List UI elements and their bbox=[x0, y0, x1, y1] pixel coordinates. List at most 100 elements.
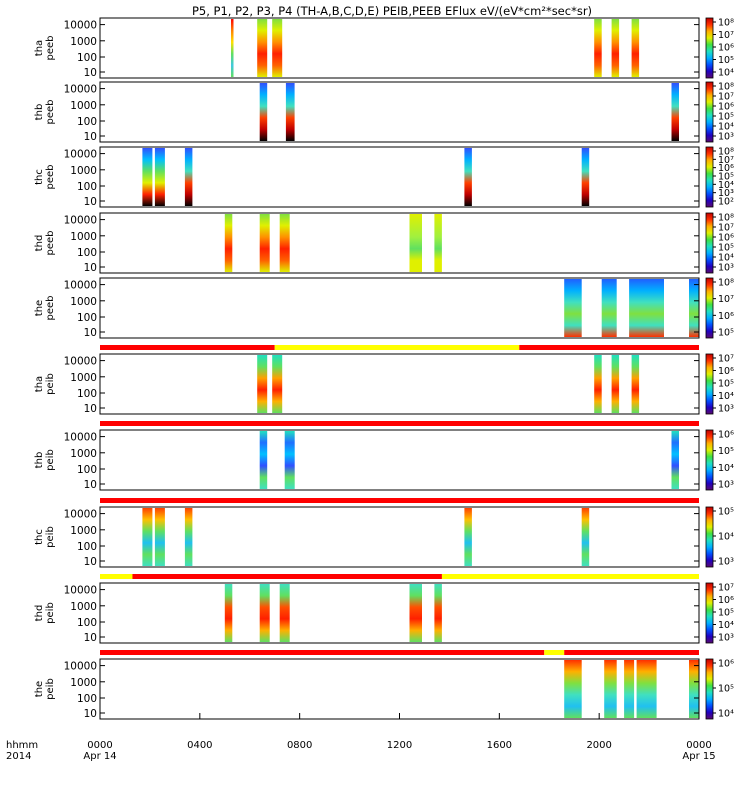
y-tick-label: 10 bbox=[84, 708, 97, 720]
spectrogram-segment bbox=[259, 584, 270, 642]
colorbar-label: 10⁴ bbox=[718, 463, 734, 474]
colorbar bbox=[705, 146, 714, 208]
colorbar-label: 10⁷ bbox=[718, 223, 734, 234]
flag-bar-segment bbox=[564, 650, 699, 655]
y-tick-label: 10 bbox=[84, 403, 97, 415]
x-tick-label: 1200 bbox=[387, 740, 412, 751]
spectrogram-segment bbox=[564, 660, 582, 718]
colorbar-label: 10⁵ bbox=[718, 684, 734, 695]
flag-bar-segment bbox=[100, 498, 699, 503]
y-axis-label: tha bbox=[34, 40, 45, 56]
spectrogram-segment bbox=[259, 83, 268, 141]
x-tick-label: 0800 bbox=[287, 740, 312, 751]
spectrogram-segment bbox=[464, 148, 472, 206]
y-tick-label: 10000 bbox=[64, 84, 97, 96]
y-axis-label: peeb bbox=[45, 296, 56, 321]
x-tick-label: 0000 bbox=[87, 740, 112, 751]
y-tick-label: 100 bbox=[77, 693, 97, 705]
y-tick-label: 100 bbox=[77, 116, 97, 128]
y-axis-label: thd bbox=[34, 235, 45, 252]
spectrogram-segment bbox=[581, 148, 590, 206]
colorbar-label: 10⁵ bbox=[718, 507, 734, 518]
colorbar-label: 10³ bbox=[718, 263, 734, 274]
y-tick-label: 100 bbox=[77, 388, 97, 400]
spectrogram-segment bbox=[671, 83, 679, 141]
spectrogram-segment bbox=[184, 508, 193, 566]
y-tick-label: 1000 bbox=[70, 165, 97, 177]
spectrogram-segment bbox=[259, 431, 268, 489]
y-tick-label: 10000 bbox=[64, 585, 97, 597]
y-tick-label: 1000 bbox=[70, 100, 97, 112]
y-tick-label: 100 bbox=[77, 617, 97, 629]
colorbar-label: 10⁴ bbox=[718, 68, 734, 79]
panel-the_peeb: 10000 1000 100 10 the peeb 10⁸ 10⁷ 10⁶ 10⁵ bbox=[34, 277, 734, 339]
y-axis-label: tha bbox=[34, 376, 45, 392]
y-tick-label: 10000 bbox=[64, 432, 97, 444]
colorbar-label: 10⁵ bbox=[718, 243, 734, 254]
y-tick-label: 10 bbox=[84, 632, 97, 644]
colorbar bbox=[705, 658, 714, 720]
y-tick-label: 10000 bbox=[64, 215, 97, 227]
y-tick-label: 10000 bbox=[64, 20, 97, 32]
colorbar-label: 10⁶ bbox=[718, 163, 734, 174]
colorbar-label: 10⁶ bbox=[718, 430, 734, 441]
y-axis-label: peib bbox=[45, 602, 56, 624]
panel-frame bbox=[99, 17, 700, 79]
spectrogram-segment bbox=[224, 214, 233, 272]
y-tick-label: 100 bbox=[77, 181, 97, 193]
colorbar-label: 10⁴ bbox=[718, 532, 734, 543]
colorbar-label: 10⁸ bbox=[718, 147, 734, 158]
y-tick-label: 10 bbox=[84, 262, 97, 274]
flag-bar-segment bbox=[132, 574, 442, 579]
colorbar-label: 10⁸ bbox=[718, 18, 734, 29]
colorbar-label: 10⁶ bbox=[718, 43, 734, 54]
y-axis-label: peeb bbox=[45, 36, 56, 61]
flag-bar-segment bbox=[544, 650, 565, 655]
spectrogram-segment bbox=[279, 214, 290, 272]
colorbar-label: 10³ bbox=[718, 404, 734, 415]
panel-frame bbox=[99, 212, 700, 274]
panel-thc_peeb: 10000 1000 100 10 thc peeb 10⁸10⁷10⁶10⁵10⁴10³1… bbox=[34, 146, 734, 208]
y-tick-label: 10000 bbox=[64, 149, 97, 161]
spectrogram-segment bbox=[631, 19, 640, 77]
spectrogram-segment bbox=[594, 19, 602, 77]
colorbar-label: 10⁶ bbox=[718, 659, 734, 670]
spectrogram-segment bbox=[611, 355, 620, 413]
spectrogram-segment bbox=[142, 508, 153, 566]
spectrogram-segment bbox=[154, 148, 165, 206]
y-axis-label: thb bbox=[34, 452, 45, 469]
y-tick-label: 1000 bbox=[70, 296, 97, 308]
spectrogram-segment bbox=[257, 355, 268, 413]
y-tick-label: 1000 bbox=[70, 601, 97, 613]
y-tick-label: 10 bbox=[84, 67, 97, 79]
y-tick-label: 10 bbox=[84, 556, 97, 568]
y-axis-label: peeb bbox=[45, 100, 56, 125]
colorbar-label: 10⁶ bbox=[718, 595, 734, 606]
y-tick-label: 1000 bbox=[70, 36, 97, 48]
y-axis-label: thb bbox=[34, 104, 45, 121]
colorbar bbox=[705, 353, 714, 415]
colorbar-label: 10³ bbox=[718, 480, 734, 491]
spectrogram-segment bbox=[601, 279, 617, 337]
spectrogram-segment bbox=[434, 584, 442, 642]
colorbar-label: 10³ bbox=[718, 188, 734, 199]
y-tick-label: 10 bbox=[84, 327, 97, 339]
spectrogram-segment bbox=[257, 19, 268, 77]
colorbar-label: 10⁸ bbox=[718, 278, 734, 289]
y-tick-label: 10 bbox=[84, 196, 97, 208]
spectrogram-segment bbox=[184, 148, 193, 206]
colorbar-label: 10⁴ bbox=[718, 253, 734, 264]
spectrogram-segment bbox=[564, 279, 582, 337]
y-axis-label: peib bbox=[45, 526, 56, 548]
colorbar-label: 10⁵ bbox=[718, 446, 734, 457]
colorbar bbox=[705, 277, 714, 339]
panel-frame bbox=[99, 353, 700, 415]
panel-frame bbox=[99, 582, 700, 644]
colorbar-label: 10⁶ bbox=[718, 233, 734, 244]
spectrogram-segment bbox=[285, 83, 295, 141]
colorbar bbox=[705, 17, 714, 79]
y-tick-label: 10000 bbox=[64, 661, 97, 673]
